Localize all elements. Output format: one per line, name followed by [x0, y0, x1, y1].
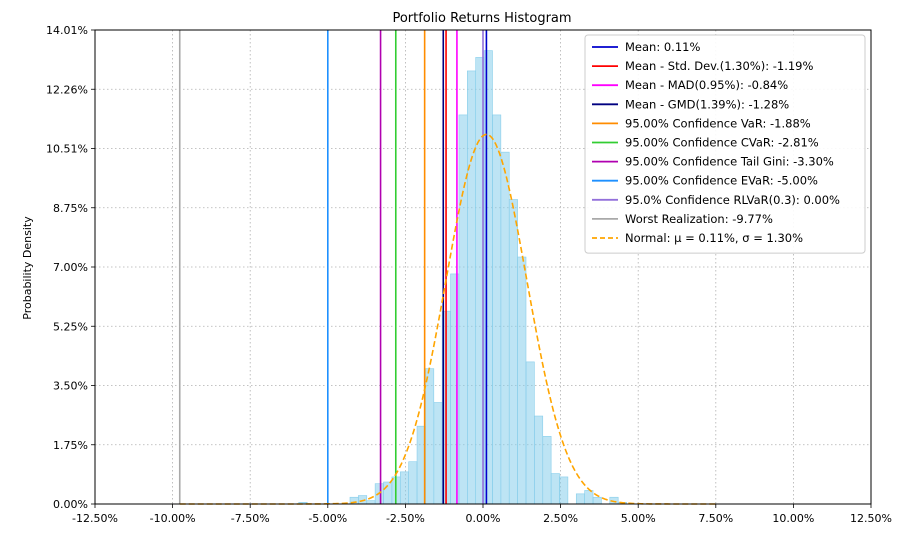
y-tick-label: 1.75%	[53, 439, 88, 452]
y-tick-label: 0.00%	[53, 498, 88, 511]
histogram-bar	[425, 368, 435, 505]
histogram-bar	[542, 436, 552, 505]
legend-label: 95.00% Confidence Tail Gini: -3.30%	[625, 155, 834, 169]
histogram-bar	[534, 415, 544, 505]
legend-label: 95.00% Confidence VaR: -1.88%	[625, 116, 811, 130]
histogram-bar	[399, 471, 409, 505]
legend-label: Worst Realization: -9.77%	[625, 212, 773, 226]
x-tick-label: 12.50%	[850, 512, 892, 525]
legend-label: 95.00% Confidence CVaR: -2.81%	[625, 136, 819, 150]
histogram-bar	[408, 461, 418, 505]
legend-box	[584, 34, 866, 254]
x-tick-label: -10.00%	[150, 512, 196, 525]
legend-label: Mean: 0.11%	[625, 40, 700, 54]
x-tick-label: 10.00%	[772, 512, 814, 525]
histogram-bar	[492, 114, 502, 505]
y-tick-label: 14.01%	[46, 24, 88, 37]
x-tick-label: -7.50%	[231, 512, 270, 525]
chart-title: Portfolio Returns Histogram	[392, 11, 571, 26]
histogram-bar	[483, 50, 493, 505]
x-tick-label: 7.50%	[698, 512, 733, 525]
y-tick-label: 5.25%	[53, 320, 88, 333]
histogram-bar	[358, 495, 368, 505]
histogram-bar	[458, 114, 468, 505]
y-tick-label: 8.75%	[53, 202, 88, 215]
y-tick-label: 3.50%	[53, 380, 88, 393]
legend-label: Mean - Std. Dev.(1.30%): -1.19%	[625, 59, 814, 73]
x-axis-ticks: -12.50% -10.00% -7.50% -5.00% -2.50% 0.00% 2.5…	[72, 504, 892, 525]
histogram-bar	[383, 481, 393, 505]
y-tick-label: 7.00%	[53, 261, 88, 274]
x-tick-label: 2.50%	[543, 512, 578, 525]
histogram-bar	[508, 199, 518, 505]
histogram-bar	[433, 402, 443, 505]
histogram-bar	[592, 496, 602, 505]
histogram-bar	[575, 493, 585, 505]
x-tick-label: -5.00%	[308, 512, 347, 525]
legend-label: 95.0% Confidence RLVaR(0.3): 0.00%	[625, 193, 840, 207]
y-axis-label: Probability Density	[21, 216, 34, 320]
x-tick-label: 0.00%	[466, 512, 501, 525]
y-tick-label: 12.26%	[46, 83, 88, 96]
y-axis-ticks: 0.00% 1.75% 3.50% 5.25% 7.00% 8.75% 10.51% 12.2…	[46, 24, 95, 511]
legend: Mean: 0.11% Mean - Std. Dev.(1.30%): -1.1…	[584, 34, 866, 254]
histogram-bar	[559, 476, 569, 505]
histogram-bar	[366, 500, 376, 505]
y-tick-label: 10.51%	[46, 143, 88, 156]
histogram-bar	[517, 256, 527, 505]
legend-label: Mean - MAD(0.95%): -0.84%	[625, 78, 788, 92]
risk-measure-lines	[178, 30, 488, 504]
x-tick-label: -12.50%	[72, 512, 118, 525]
histogram-bar	[584, 490, 594, 505]
histogram-bars	[298, 50, 627, 505]
x-tick-label: -2.50%	[386, 512, 425, 525]
histogram-bar	[525, 361, 535, 505]
legend-label: Normal: μ = 0.11%, σ = 1.30%	[625, 231, 803, 245]
legend-label: Mean - GMD(1.39%): -1.28%	[625, 97, 789, 111]
histogram-bar	[500, 151, 510, 505]
legend-label: 95.00% Confidence EVaR: -5.00%	[625, 174, 818, 188]
histogram-bar	[467, 70, 477, 505]
x-tick-label: 5.00%	[621, 512, 656, 525]
histogram-bar	[550, 473, 560, 505]
